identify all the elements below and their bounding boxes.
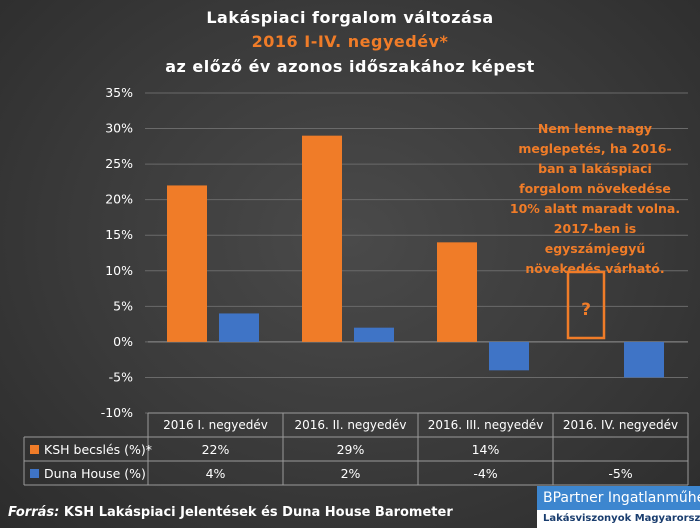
- bpartner-logo: BPartner Ingatlanműhely Lakásviszonyok M…: [537, 486, 700, 528]
- ksh-bar: [302, 135, 342, 342]
- dh-bar: [219, 313, 259, 342]
- legend-swatch: [30, 469, 39, 478]
- chart-subtitle-comparison: az előző év azonos időszakához képest: [165, 57, 535, 76]
- x-category-label: 2016. IV. negyedév: [563, 418, 678, 432]
- data-label: 29%: [337, 442, 365, 457]
- dh-bar: [624, 341, 664, 378]
- logo-tagline: Lakásviszonyok Magyarországon: [543, 513, 700, 524]
- dh-bar: [354, 327, 394, 342]
- legend-swatch: [30, 445, 39, 454]
- x-category-label: 2016. III. negyedév: [428, 418, 544, 432]
- y-tick-label: 5%: [113, 298, 133, 313]
- data-label: -5%: [608, 466, 632, 481]
- q4-question-mark: ?: [581, 300, 591, 320]
- data-label: 14%: [472, 442, 500, 457]
- dh-bar: [489, 341, 529, 371]
- data-label: 4%: [206, 466, 226, 481]
- source-prefix: Forrás:: [8, 505, 60, 520]
- data-label: -4%: [473, 466, 497, 481]
- chart-subtitle-period: 2016 I-IV. negyedév*: [251, 32, 449, 51]
- legend-label: Duna House (%): [44, 466, 146, 481]
- ksh-bar: [167, 185, 207, 342]
- x-category-label: 2016. II. negyedév: [294, 418, 406, 432]
- q4-estimate-placeholder: [566, 270, 606, 340]
- y-tick-label: 0%: [113, 334, 133, 349]
- data-label: 2%: [341, 466, 361, 481]
- data-label: 22%: [202, 442, 230, 457]
- legend-label: KSH becslés (%)*: [44, 442, 152, 457]
- ksh-bar: [437, 242, 477, 342]
- logo-name: BPartner Ingatlanműhely: [537, 486, 700, 510]
- y-tick-label: 30%: [105, 121, 133, 136]
- chart-title: Lakáspiaci forgalom változása: [206, 8, 494, 27]
- y-tick-label: 35%: [105, 85, 133, 100]
- y-tick-label: 10%: [105, 263, 133, 278]
- source-line: Forrás: KSH Lakáspiaci Jelentések és Dun…: [8, 505, 453, 520]
- source-text: KSH Lakáspiaci Jelentések és Duna House …: [59, 505, 453, 520]
- x-category-label: 2016 I. negyedév: [163, 418, 268, 432]
- annotation-note: Nem lenne nagy meglepetés, ha 2016-ban a…: [509, 121, 681, 276]
- y-tick-label: 15%: [105, 227, 133, 242]
- y-tick-label: -5%: [109, 369, 133, 384]
- y-tick-label: -10%: [101, 405, 133, 420]
- y-tick-label: 25%: [105, 156, 133, 171]
- y-tick-label: 20%: [105, 192, 133, 207]
